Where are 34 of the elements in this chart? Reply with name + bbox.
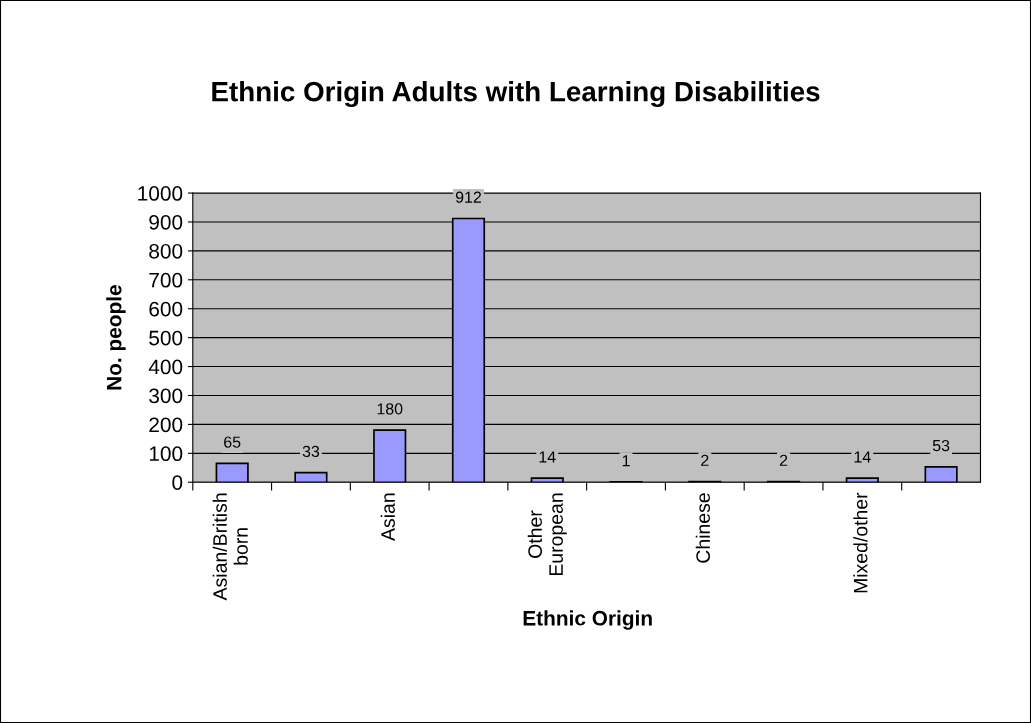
x-tick-label: Other European: [527, 493, 567, 576]
y-tick-label: 600: [149, 301, 183, 317]
data-label: 65: [224, 436, 241, 448]
y-tick-label: 300: [149, 388, 183, 404]
y-tick-label: 0: [172, 475, 183, 490]
x-tick-label: Mixed/other: [853, 492, 868, 593]
x-tick-label: Asian/British born: [212, 493, 248, 601]
y-tick-label: 900: [149, 214, 183, 230]
data-label: 912: [455, 191, 482, 203]
x-tick-label: Asian: [380, 493, 395, 541]
data-label: 2: [779, 454, 788, 466]
bar: [530, 477, 564, 483]
bar: [924, 466, 958, 483]
data-label: 53: [932, 439, 950, 452]
data-label: 2: [701, 454, 709, 466]
data-label: 33: [302, 445, 320, 458]
y-tick-label: 400: [148, 359, 183, 375]
y-tick-label: 1000: [138, 186, 183, 201]
chart-title: Ethnic Origin Adults with Learning Disabilities: [212, 81, 820, 108]
y-tick-label: 200: [149, 417, 183, 433]
data-label: 14: [854, 451, 871, 463]
x-axis-title: Ethnic Origin: [523, 610, 652, 630]
data-label: 1: [622, 455, 630, 467]
data-label: 180: [377, 403, 403, 415]
y-tick-label: 700: [149, 272, 183, 288]
bar: [845, 477, 879, 483]
y-axis-title: No. people: [106, 285, 126, 390]
data-label: 14: [539, 451, 556, 463]
y-tick-label: 800: [149, 243, 183, 259]
bar: [294, 471, 328, 483]
bar: [215, 462, 249, 483]
y-tick-label: 500: [149, 330, 183, 346]
y-tick-label: 100: [149, 446, 183, 462]
x-tick-label: Chinese: [695, 493, 711, 563]
